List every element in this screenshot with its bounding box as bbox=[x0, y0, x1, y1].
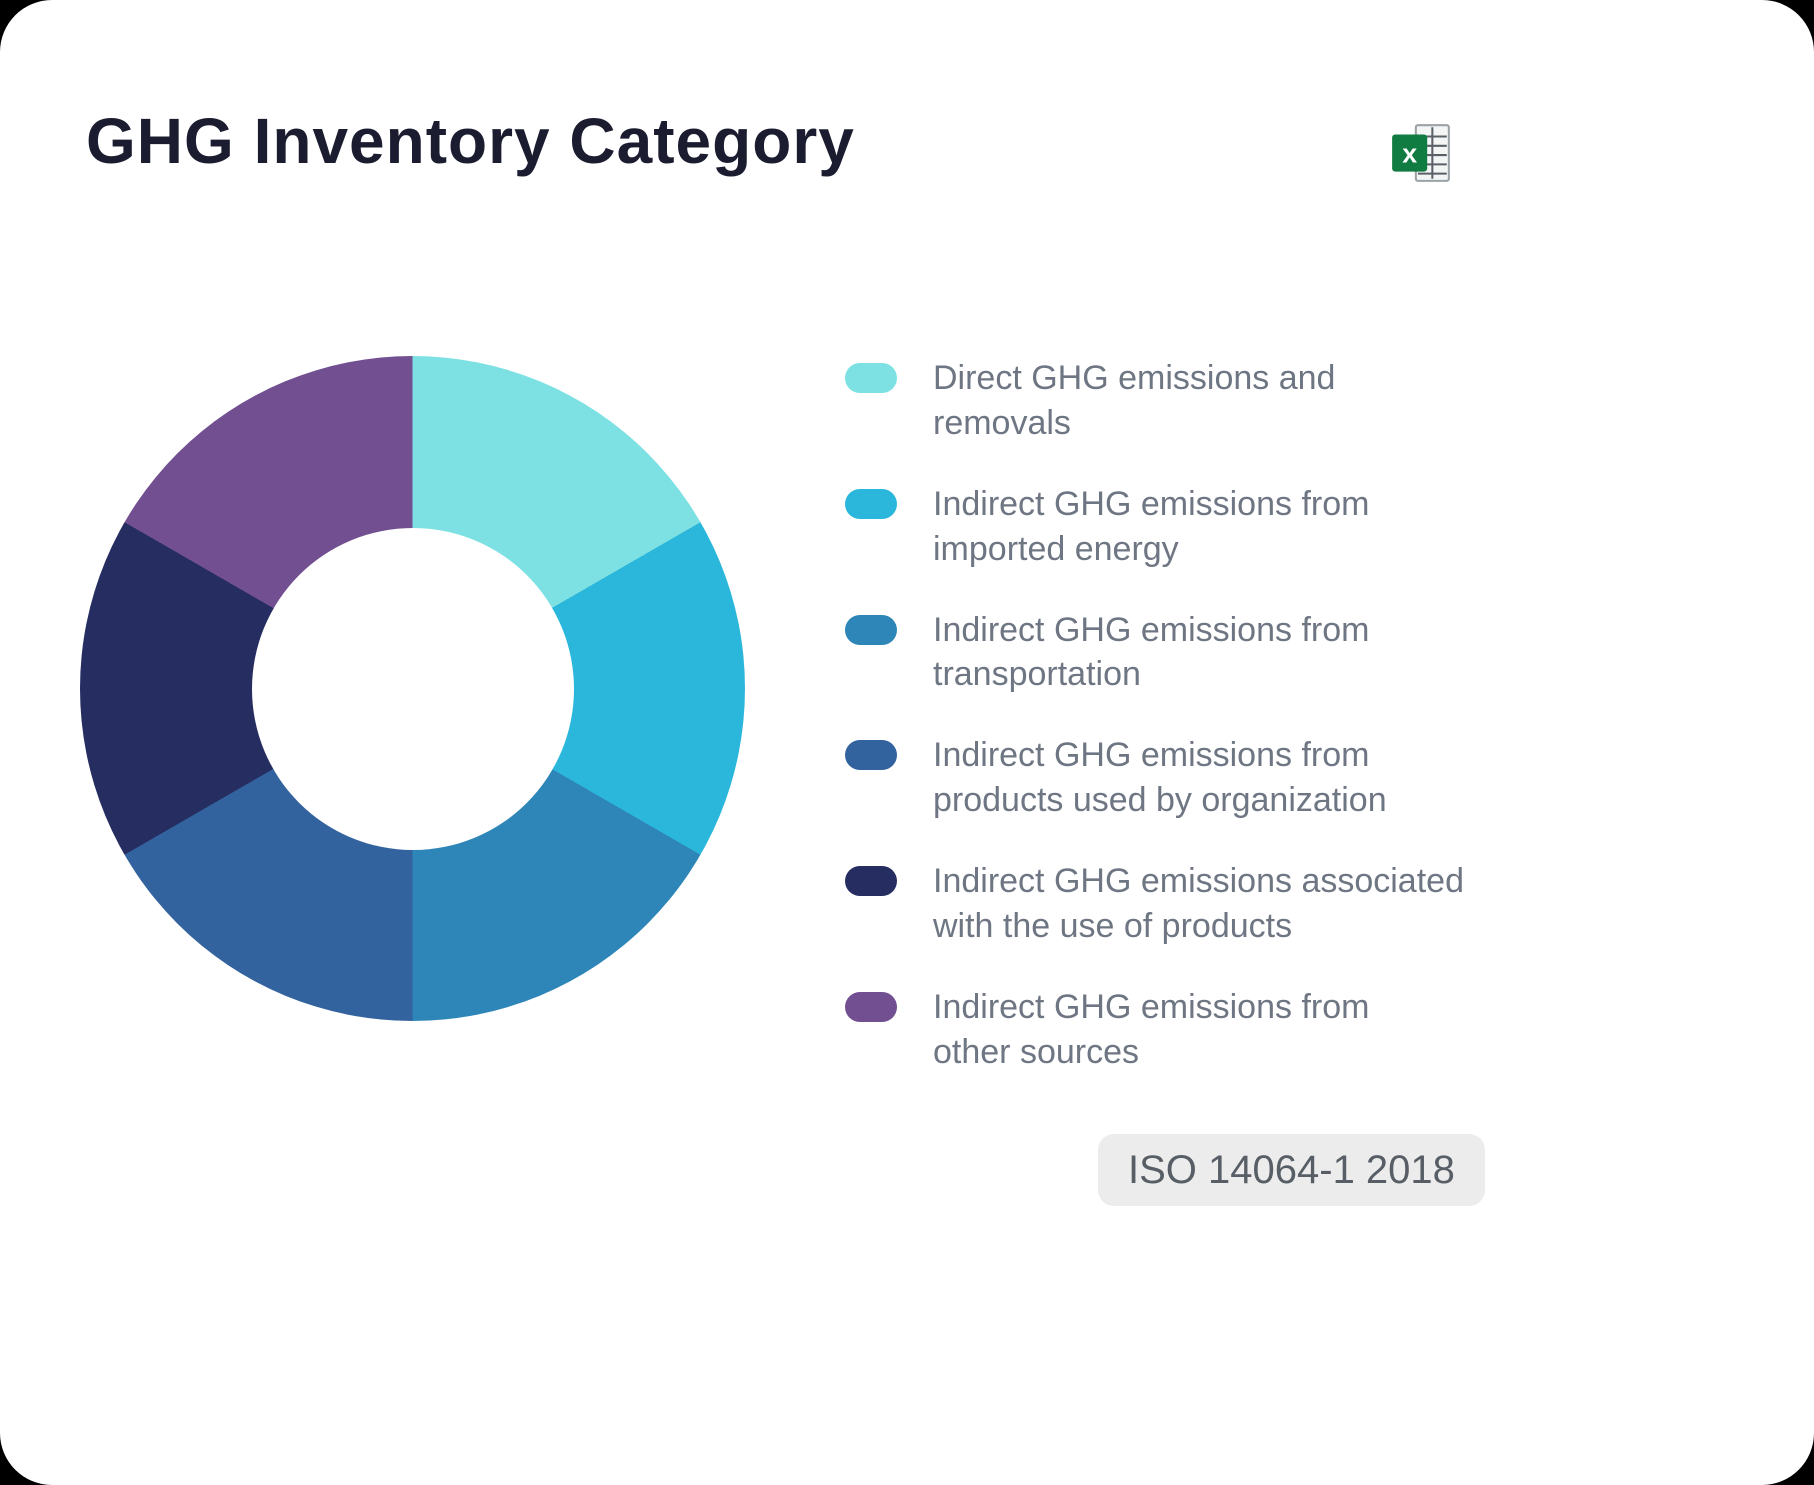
legend-swatch bbox=[845, 740, 897, 771]
chart-legend: Direct GHG emissions and removals Indirec… bbox=[845, 356, 1555, 1075]
donut-hole bbox=[251, 527, 574, 850]
legend-swatch bbox=[845, 866, 897, 896]
legend-item[interactable]: Indirect GHG emissions associated with t… bbox=[845, 859, 1555, 949]
legend-swatch bbox=[845, 991, 897, 1022]
legend-item[interactable]: Indirect GHG emissions from other source… bbox=[845, 985, 1555, 1075]
legend-label: Indirect GHG emissions from imported ene… bbox=[933, 484, 1370, 568]
legend-label: Indirect GHG emissions from products use… bbox=[933, 736, 1387, 820]
page-title: GHG Inventory Category bbox=[86, 105, 855, 177]
legend-label: Indirect GHG emissions from transportati… bbox=[933, 610, 1370, 694]
legend-item[interactable]: Indirect GHG emissions from transportati… bbox=[845, 608, 1555, 698]
legend-label: Indirect GHG emissions associated with t… bbox=[933, 862, 1464, 945]
legend-item[interactable]: Direct GHG emissions and removals bbox=[845, 356, 1555, 446]
legend-item[interactable]: Indirect GHG emissions from products use… bbox=[845, 733, 1555, 823]
legend-label: Direct GHG emissions and removals bbox=[933, 359, 1336, 442]
legend-label: Indirect GHG emissions from other source… bbox=[933, 987, 1370, 1071]
legend-swatch bbox=[845, 614, 897, 645]
excel-icon[interactable]: x bbox=[1388, 120, 1454, 186]
legend-swatch bbox=[845, 488, 897, 519]
legend-swatch bbox=[845, 363, 897, 393]
donut-chart bbox=[80, 356, 745, 1021]
legend-item[interactable]: Indirect GHG emissions from imported ene… bbox=[845, 482, 1555, 572]
svg-text:x: x bbox=[1402, 138, 1417, 168]
iso-standard-badge: ISO 14064-1 2018 bbox=[1098, 1134, 1485, 1206]
